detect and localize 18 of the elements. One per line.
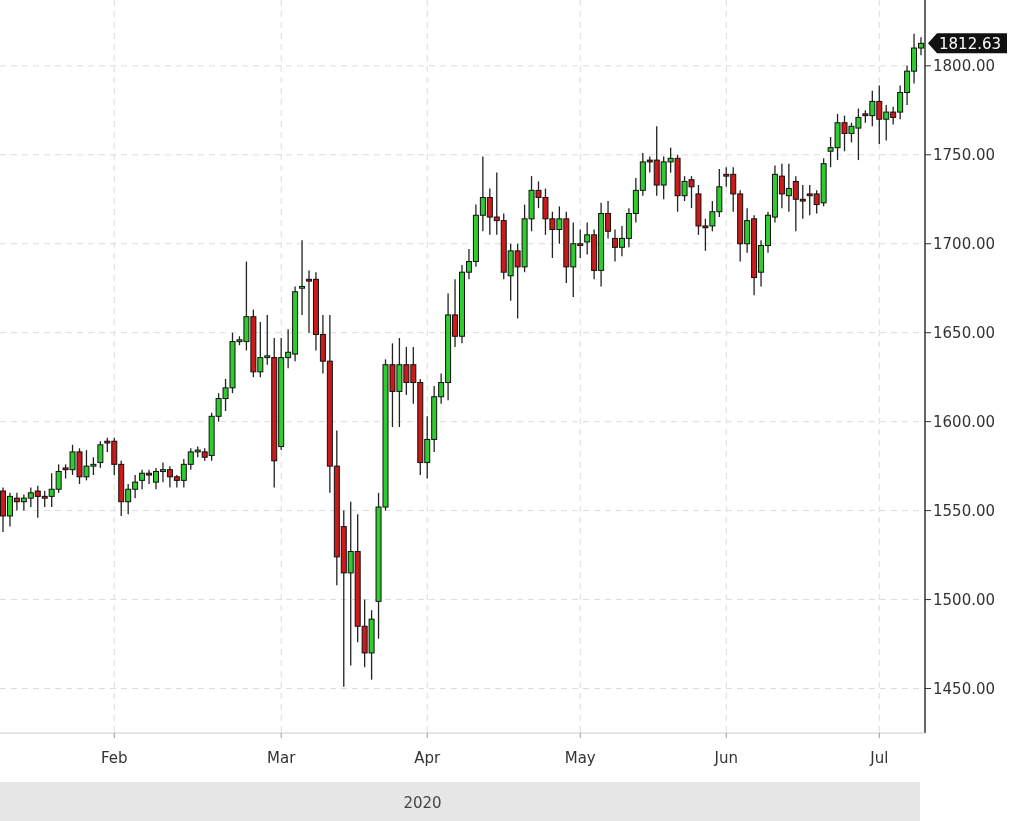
x-tick-label: Jun: [713, 749, 738, 767]
x-tick-label: Mar: [267, 749, 297, 767]
y-tick-label: 1750.00: [933, 146, 996, 165]
y-tick-label: 1700.00: [933, 234, 996, 253]
x-tick-label: Apr: [414, 749, 442, 767]
y-tick-label: 1600.00: [933, 412, 996, 431]
y-tick-label: 1450.00: [933, 679, 996, 698]
text: 1812.63: [939, 34, 1002, 53]
candlestick: [97, 440, 104, 469]
y-tick-label: 1800.00: [933, 57, 996, 76]
y-tick-label: 1500.00: [933, 590, 996, 609]
x-axis-title: 2020: [403, 794, 442, 812]
x-tick-label: Jul: [869, 749, 889, 767]
x-tick-label: Feb: [100, 749, 128, 767]
candlestick: [299, 239, 306, 316]
x-tick-label: May: [564, 749, 596, 767]
y-tick-label: 1550.00: [933, 501, 996, 520]
y-tick-label: 1650.00: [933, 323, 996, 342]
